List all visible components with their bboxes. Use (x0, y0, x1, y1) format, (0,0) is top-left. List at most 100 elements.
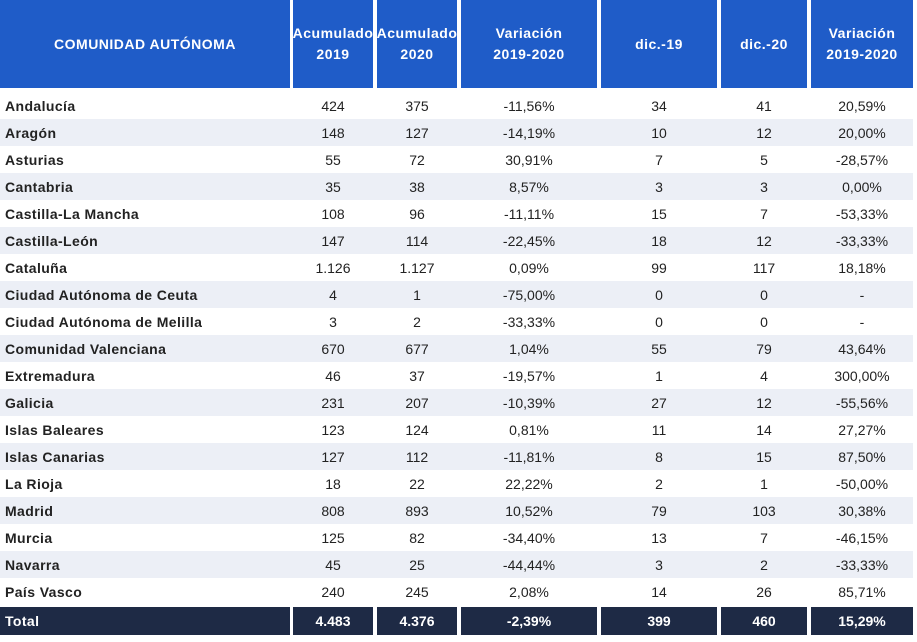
row-label: La Rioja (5, 475, 63, 492)
table-cell: 127 (405, 124, 429, 141)
table-cell: 41 (756, 97, 772, 114)
table-cell: 300,00% (834, 367, 890, 384)
table-cell: 27 (651, 394, 667, 411)
table-cell: 99 (651, 259, 667, 276)
table-cell: -28,57% (835, 151, 889, 168)
row-shade (0, 389, 913, 416)
row-label: Ciudad Autónoma de Melilla (5, 313, 203, 330)
table-cell: -11,56% (503, 97, 555, 114)
row-shade (0, 443, 913, 470)
table-cell: 0 (760, 313, 768, 330)
row-shade (0, 227, 913, 254)
table-cell: 1.127 (399, 259, 435, 276)
row-label: Ciudad Autónoma de Ceuta (5, 286, 198, 303)
table-cell: 12 (756, 124, 772, 141)
table-cell: 1,04% (509, 340, 549, 357)
table-cell: 10 (651, 124, 667, 141)
table-cell: 245 (405, 583, 429, 600)
table-cell: 808 (321, 502, 345, 519)
table-cell: 12 (756, 232, 772, 249)
table-cell: -75,00% (502, 286, 556, 303)
table-cell: -33,33% (835, 556, 889, 573)
header-cell: dic.-20 (721, 0, 807, 88)
table-cell: -33,33% (502, 313, 556, 330)
total-cell: 15,29% (811, 607, 913, 635)
row-label: Murcia (5, 529, 53, 546)
table-cell: -22,45% (502, 232, 556, 249)
table-cell: 11 (651, 421, 667, 438)
row-shade (0, 281, 913, 308)
table-cell: 18 (651, 232, 667, 249)
header-cell: dic.-19 (601, 0, 717, 88)
table-cell: - (859, 286, 865, 303)
row-label: Islas Baleares (5, 421, 105, 438)
table-cell: 14 (756, 421, 772, 438)
table-cell: 893 (405, 502, 429, 519)
table-cell: 3 (655, 178, 663, 195)
table-cell: 8,57% (509, 178, 549, 195)
table-cell: 15 (756, 448, 772, 465)
table-cell: -19,57% (502, 367, 556, 384)
table-cell: 0,81% (509, 421, 549, 438)
table-cell: 424 (321, 97, 345, 114)
table-cell: 22 (409, 475, 425, 492)
table-cell: 34 (651, 97, 667, 114)
table-cell: 2 (760, 556, 768, 573)
table-cell: 1 (760, 475, 768, 492)
table-cell: 207 (405, 394, 429, 411)
row-shade (0, 497, 913, 524)
table-cell: 7 (760, 529, 768, 546)
table-cell: 123 (321, 421, 345, 438)
table-cell: 7 (655, 151, 663, 168)
table-cell: -34,40% (502, 529, 556, 546)
table-cell: 103 (752, 502, 776, 519)
table-cell: 0,09% (509, 259, 549, 276)
table-cell: 670 (321, 340, 345, 357)
row-label: Navarra (5, 556, 60, 573)
table-cell: 79 (756, 340, 772, 357)
row-label: Asturias (5, 151, 65, 168)
table-cell: 20,59% (838, 97, 886, 114)
table-cell: 35 (325, 178, 341, 195)
table-cell: 5 (760, 151, 768, 168)
table-cell: - (859, 313, 865, 330)
table-cell: 22,22% (505, 475, 553, 492)
table-cell: 82 (409, 529, 425, 546)
table-cell: 27,27% (838, 421, 886, 438)
row-label: Aragón (5, 124, 57, 141)
table-cell: 114 (405, 232, 429, 249)
table-cell: -46,15% (835, 529, 889, 546)
table-cell: 1 (413, 286, 421, 303)
table-cell: 2,08% (509, 583, 549, 600)
table-cell: -33,33% (835, 232, 889, 249)
table-cell: 25 (409, 556, 425, 573)
table-cell: 2 (655, 475, 663, 492)
table-cell: -11,11% (503, 205, 555, 222)
table-cell: 18 (325, 475, 341, 492)
row-label: Castilla-La Mancha (5, 205, 140, 222)
table-cell: -53,33% (835, 205, 889, 222)
total-cell: 4.376 (377, 607, 457, 635)
row-label: Madrid (5, 502, 54, 519)
total-cell: 460 (721, 607, 807, 635)
table-cell: 125 (321, 529, 345, 546)
table-cell: 108 (321, 205, 345, 222)
header-cell: Variación 2019-2020 (811, 0, 913, 88)
table-cell: -14,19% (502, 124, 556, 141)
row-label: Comunidad Valenciana (5, 340, 167, 357)
table-cell: -50,00% (835, 475, 889, 492)
row-label: Andalucía (5, 97, 76, 114)
table-cell: 14 (651, 583, 667, 600)
table-cell: 127 (321, 448, 345, 465)
table-cell: 147 (321, 232, 345, 249)
table-cell: 231 (321, 394, 345, 411)
table-cell: 13 (651, 529, 667, 546)
total-cell: 4.483 (293, 607, 373, 635)
table-cell: -55,56% (835, 394, 889, 411)
table-cell: 8 (655, 448, 663, 465)
table-cell: 43,64% (838, 340, 886, 357)
table-cell: 124 (405, 421, 429, 438)
row-label: Islas Canarias (5, 448, 105, 465)
table-cell: -11,81% (503, 448, 555, 465)
